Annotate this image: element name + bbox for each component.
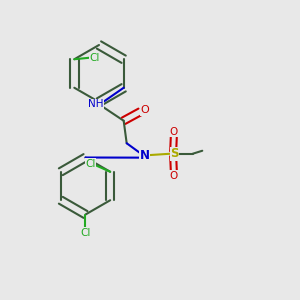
Text: S: S bbox=[170, 147, 178, 160]
Text: Cl: Cl bbox=[89, 53, 100, 63]
Text: O: O bbox=[170, 171, 178, 181]
Text: NH: NH bbox=[88, 99, 103, 109]
Text: Cl: Cl bbox=[80, 228, 91, 238]
Text: Cl: Cl bbox=[85, 159, 96, 169]
Text: O: O bbox=[170, 127, 178, 137]
Text: O: O bbox=[141, 105, 149, 115]
Text: N: N bbox=[140, 149, 150, 162]
